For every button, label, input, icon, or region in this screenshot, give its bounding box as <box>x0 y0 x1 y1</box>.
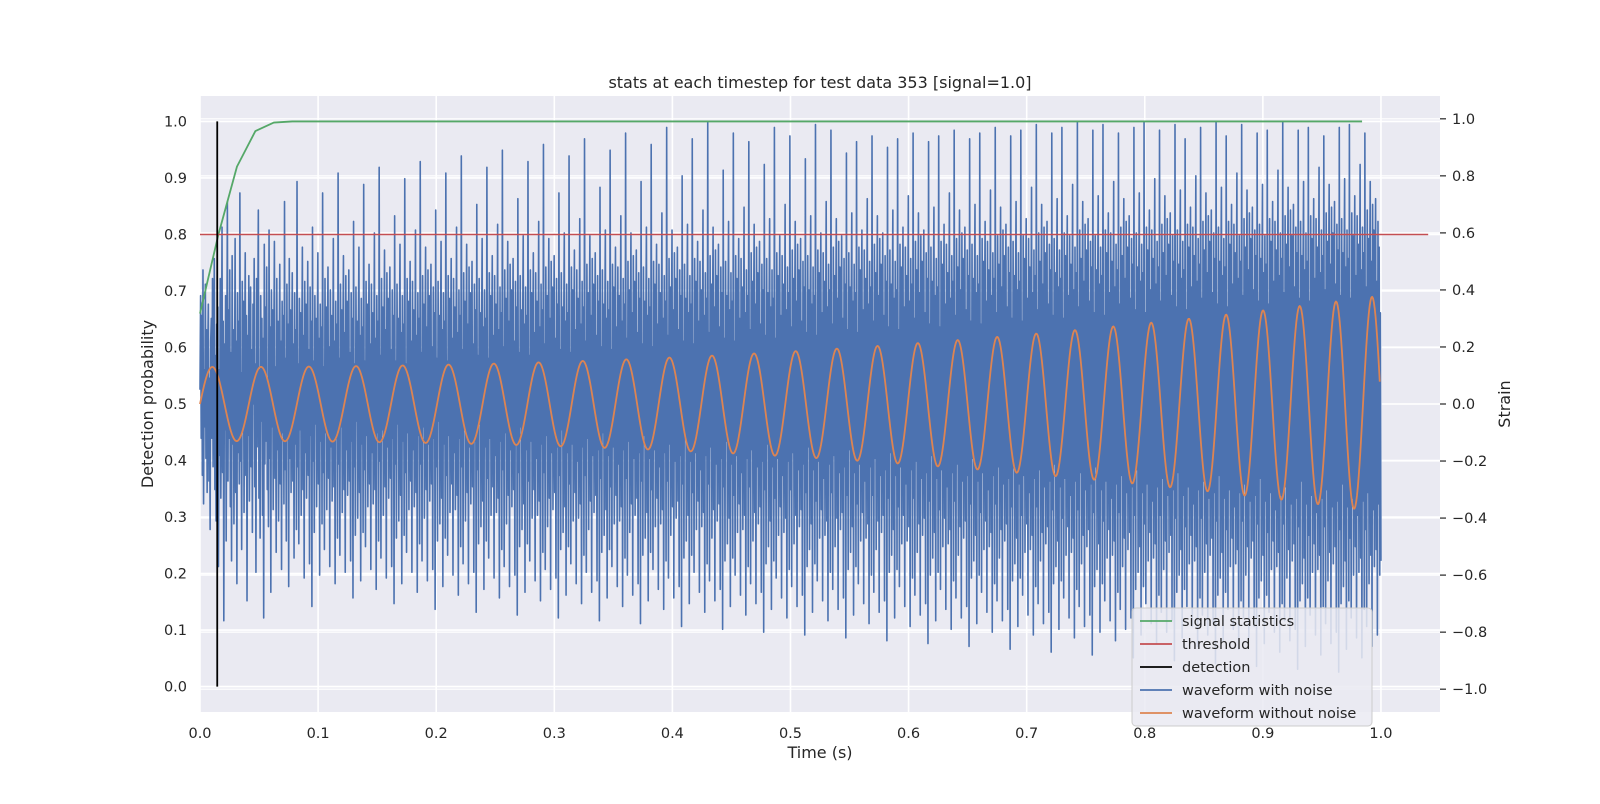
legend-label: signal statistics <box>1182 614 1294 630</box>
left-y-tick-label: 0.5 <box>164 397 187 413</box>
left-y-tick-label: 0.4 <box>164 454 187 470</box>
x-tick-label: 0.0 <box>188 726 211 742</box>
right-y-tick-label: −0.6 <box>1452 568 1487 584</box>
x-tick-label: 0.8 <box>1133 726 1156 742</box>
right-y-tick-label: 1.0 <box>1452 112 1475 128</box>
right-y-tick-label: 0.6 <box>1452 226 1475 242</box>
legend-label: waveform with noise <box>1182 683 1333 699</box>
right-y-tick-label: 0.2 <box>1452 340 1475 356</box>
right-y-tick-label: −1.0 <box>1452 682 1487 698</box>
left-y-tick-label: 0.7 <box>164 284 187 300</box>
right-y-tick-label: 0.4 <box>1452 283 1475 299</box>
legend: signal statistics threshold detection wavef… <box>1131 607 1373 727</box>
legend-label: threshold <box>1182 637 1250 653</box>
waveform-with-noise-line <box>199 120 1382 673</box>
x-tick-label: 0.2 <box>425 726 448 742</box>
x-tick-label: 1.0 <box>1369 726 1392 742</box>
left-y-tick-label: 0.0 <box>164 680 187 696</box>
left-y-tick-label: 0.8 <box>164 227 187 243</box>
left-y-axis: 0.0 0.1 0.2 0.3 0.4 0.5 0.6 0.7 0.8 0.9 1.0 <box>164 114 187 695</box>
x-tick-label: 0.6 <box>897 726 920 742</box>
right-y-tick-label: 0.0 <box>1452 397 1475 413</box>
legend-label: waveform without noise <box>1182 706 1356 722</box>
left-y-tick-label: 0.9 <box>164 171 187 187</box>
legend-frame <box>1131 607 1373 727</box>
left-y-tick-label: 0.2 <box>164 567 187 583</box>
left-y-tick-label: 0.6 <box>164 340 187 356</box>
x-tick-label: 0.4 <box>661 726 684 742</box>
signal-statistics-line <box>199 120 1363 314</box>
x-axis: 0.0 0.1 0.2 0.3 0.4 0.5 0.6 0.7 0.8 0.9 1.0 <box>188 726 1392 742</box>
legend-label: detection <box>1182 660 1250 676</box>
x-tick-label: 0.1 <box>307 726 330 742</box>
left-y-tick-label: 1.0 <box>164 114 187 130</box>
x-tick-label: 0.5 <box>779 726 802 742</box>
right-y-tick-label: 0.8 <box>1452 169 1475 185</box>
left-y-tick-label: 0.3 <box>164 510 187 526</box>
x-tick-label: 0.3 <box>543 726 566 742</box>
right-y-tick-label: −0.8 <box>1452 625 1487 641</box>
right-y-tick-label: −0.2 <box>1452 454 1487 470</box>
x-tick-label: 0.9 <box>1251 726 1274 742</box>
series-layer <box>199 120 1429 687</box>
waveform-without-noise-line <box>199 295 1381 510</box>
x-tick-label: 0.7 <box>1015 726 1038 742</box>
right-y-axis-label: Strain <box>1495 380 1514 427</box>
right-y-tick-label: −0.4 <box>1452 511 1487 527</box>
x-axis-label: Time (s) <box>786 743 852 762</box>
chart-title: stats at each timestep for test data 353… <box>608 73 1031 92</box>
left-y-axis-label: Detection probability <box>138 320 157 488</box>
right-y-axis: −1.0 −0.8 −0.6 −0.4 −0.2 0.0 0.2 0.4 0.6 0.8 1.0 <box>1440 112 1487 698</box>
left-y-tick-label: 0.1 <box>164 623 187 639</box>
